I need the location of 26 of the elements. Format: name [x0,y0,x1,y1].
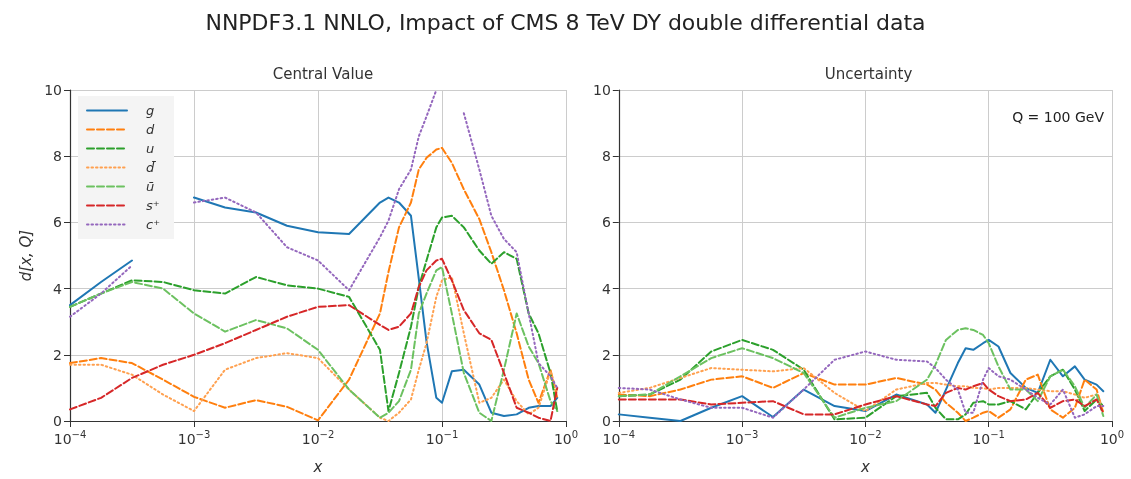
legend-label: u [146,141,155,156]
y-tick-label: 4 [601,280,611,297]
y-tick-label: 2 [53,346,62,363]
y-tick-label: 6 [601,214,611,231]
y-tick-label: 0 [601,413,611,429]
legend-label: g [146,103,155,118]
legend-label: ū [146,179,155,194]
y-tick-label: 8 [53,148,62,165]
legend-label: s⁺ [146,198,160,213]
y-tick-label: 2 [601,346,611,363]
legend-label: d̄ [146,160,157,175]
chart-subtitle: Uncertainty [824,64,913,83]
y-tick-label: 10 [44,82,62,98]
y-tick-label: 4 [53,280,63,297]
y-tick-label: 8 [601,148,611,165]
y-tick-label: 10 [592,82,611,98]
y-tick-label: 0 [53,413,62,429]
y-axis-title: d[x, Q] [16,229,35,282]
annotation: Q = 100 GeV [1012,109,1105,125]
x-axis-title: x [859,457,870,476]
legend-label: d [146,122,155,137]
y-tick-label: 6 [53,214,63,231]
chart-title: NNPDF3.1 NNLO, Impact of CMS 8 TeV DY double differential data [204,9,927,37]
legend-label: c⁺ [146,217,161,232]
chart-subtitle: Central Value [272,64,374,83]
x-axis-title: x [312,457,323,476]
